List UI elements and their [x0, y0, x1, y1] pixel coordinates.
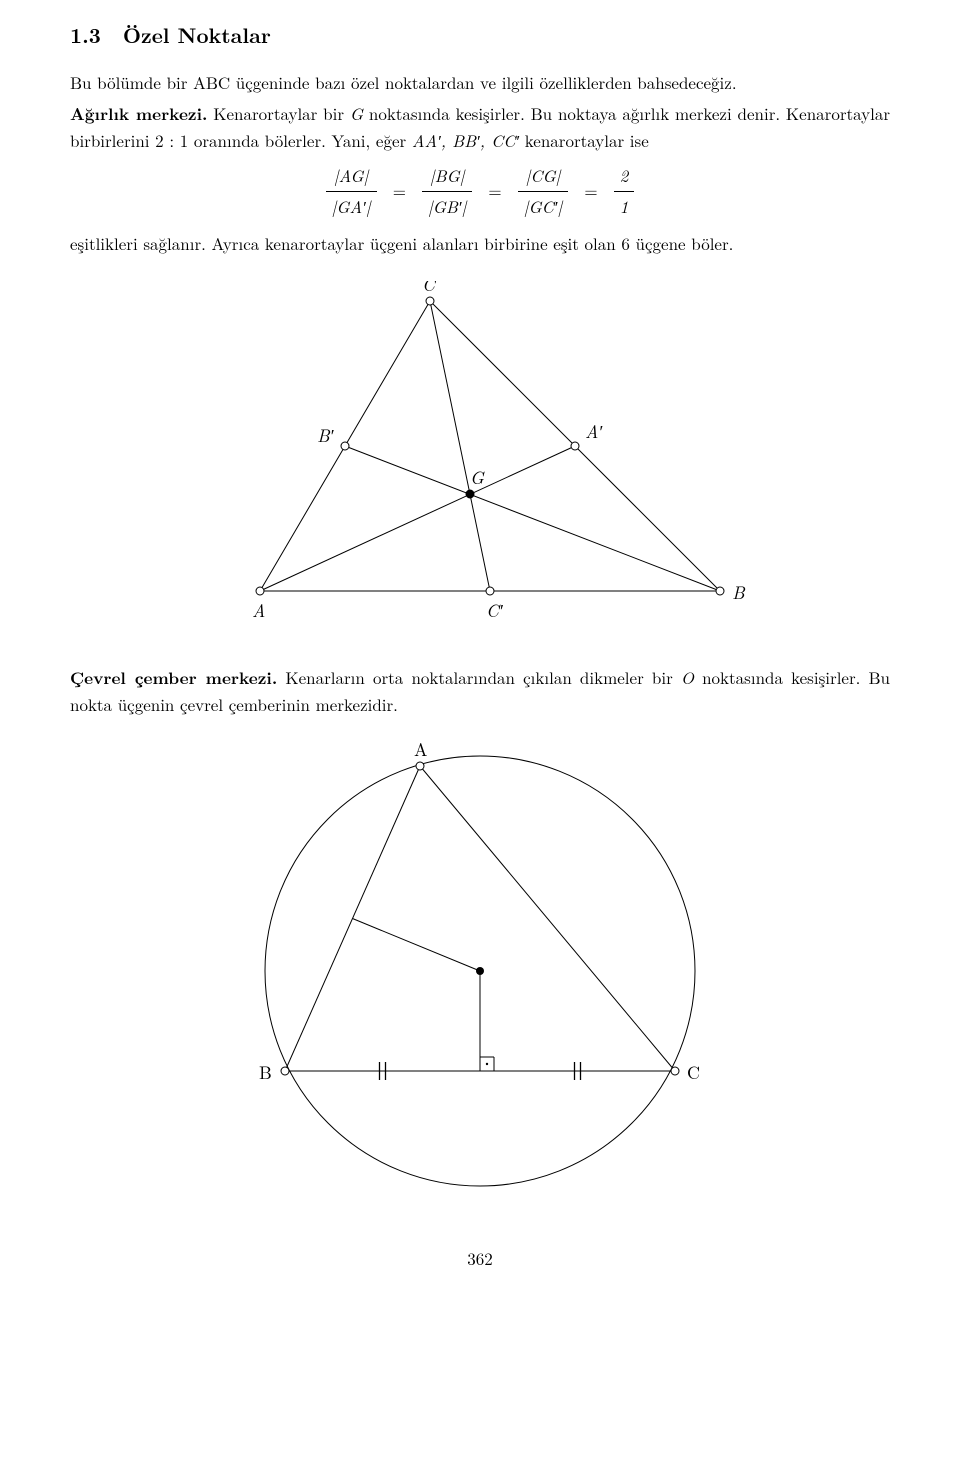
intro-text: Bu bölümde bir ABC üçgeninde bazı özel n… [70, 70, 737, 94]
centroid-label: Ağırlık merkezi. [70, 102, 207, 126]
svg-text:A: A [252, 598, 265, 623]
svg-text:G: G [470, 465, 485, 490]
circumcenter-text: Kenarların orta noktalarından çıkılan di… [277, 665, 681, 689]
centroid-text-3: kenarortaylar ise [519, 128, 649, 152]
section-title: Özel Noktalar [123, 20, 271, 50]
frac-3: |CG| |GC′| [518, 163, 569, 219]
section-number: 1.3 [70, 20, 101, 52]
frac-3-den: |GC′| [518, 192, 569, 220]
centroid-figure: A B C C′ A′ B′ G [70, 281, 890, 638]
centroid-after-paragraph: eşitlikleri sağlanır. Ayrıca kenarortayl… [70, 231, 890, 257]
frac-1: |AG| |GA′| [326, 163, 377, 219]
svg-text:A: A [414, 741, 428, 762]
equals-2: = [488, 178, 501, 204]
centroid-diagram: A B C C′ A′ B′ G [200, 281, 760, 631]
svg-text:C′: C′ [486, 598, 504, 623]
frac-4-den: 1 [614, 192, 635, 220]
frac-2: |BG| |GB′| [422, 163, 472, 219]
centroid-medians: AA′, BB′, CC′ [412, 128, 519, 152]
circumcenter-O: O [681, 665, 694, 689]
centroid-G: G [350, 101, 363, 125]
frac-1-num: |AG| [326, 163, 377, 192]
centroid-text-1: Kenarortaylar bir [207, 101, 349, 125]
svg-text:C: C [422, 281, 437, 297]
circumcenter-paragraph: Çevrel çember merkezi. Kenarların orta n… [70, 665, 890, 717]
frac-4-num: 2 [614, 163, 635, 192]
svg-text:A′: A′ [585, 419, 603, 444]
circumcenter-label: Çevrel çember merkezi. [70, 666, 277, 690]
equals-1: = [393, 178, 406, 204]
section-heading: 1.3 Özel Noktalar [70, 20, 890, 52]
circumcenter-figure: A B C [70, 741, 890, 1218]
frac-1-den: |GA′| [326, 192, 377, 220]
equals-3: = [584, 178, 597, 204]
page-number: 362 [70, 1246, 890, 1272]
centroid-after-text: eşitlikleri sağlanır. Ayrıca kenarortayl… [70, 231, 733, 255]
svg-text:B: B [732, 580, 746, 605]
frac-2-num: |BG| [422, 163, 472, 192]
centroid-equation: |AG| |GA′| = |BG| |GB′| = |CG| |GC′| = 2… [70, 163, 890, 219]
circumcenter-diagram: A B C [200, 741, 760, 1211]
frac-2-den: |GB′| [422, 192, 472, 220]
frac-3-num: |CG| [518, 163, 569, 192]
centroid-paragraph: Ağırlık merkezi. Kenarortaylar bir G nok… [70, 101, 890, 153]
intro-paragraph: Bu bölümde bir ABC üçgeninde bazı özel n… [70, 70, 890, 96]
svg-text:B′: B′ [317, 423, 335, 448]
frac-4: 2 1 [614, 163, 635, 219]
svg-text:B: B [259, 1060, 272, 1085]
svg-text:C: C [687, 1060, 700, 1085]
